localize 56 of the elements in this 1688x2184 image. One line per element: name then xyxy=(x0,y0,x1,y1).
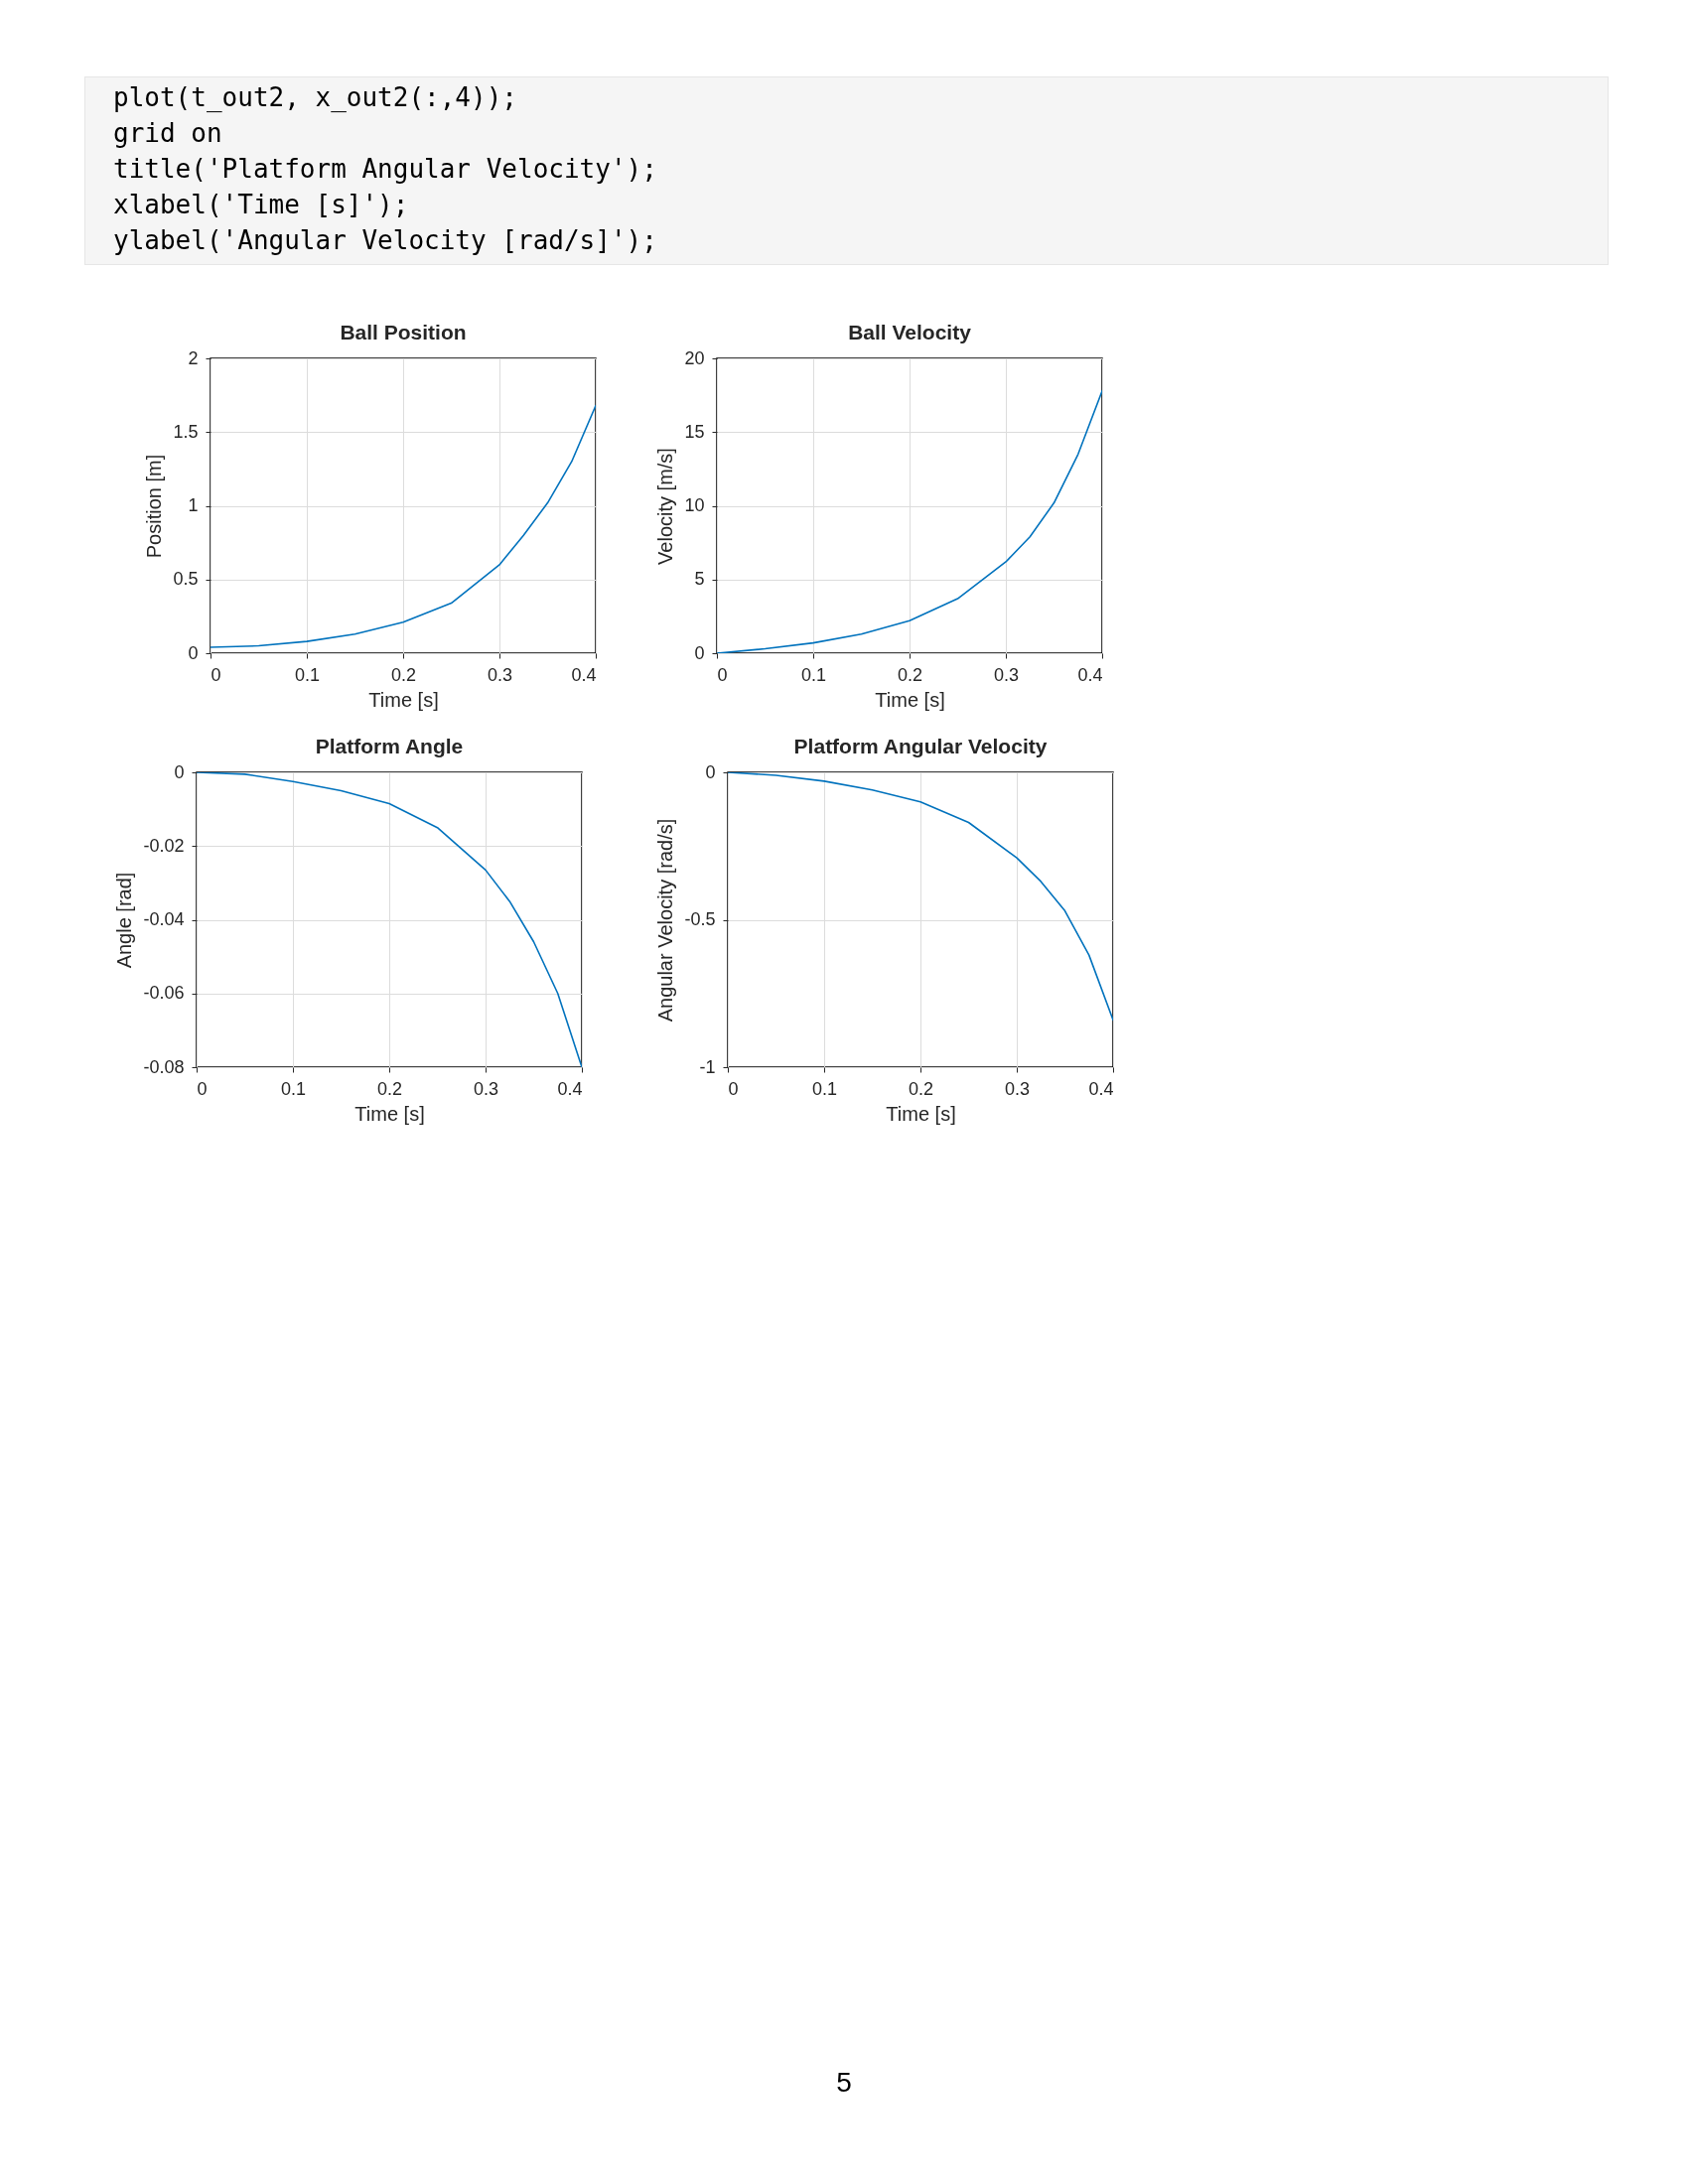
x-tick-label: 0.3 xyxy=(1004,1078,1031,1099)
x-tick-label: 0.2 xyxy=(897,664,923,685)
x-axis-title: Time [s] xyxy=(875,688,945,711)
y-tick-label: -0.06 xyxy=(143,983,185,1004)
y-tick-label: -0.04 xyxy=(143,909,185,929)
x-tick-label: 0.4 xyxy=(571,664,597,685)
chart-title: Platform Angular Velocity xyxy=(793,735,1048,757)
x-tick-label: 0.3 xyxy=(993,664,1020,685)
y-tick-label: 10 xyxy=(684,495,705,515)
y-axis-title: Angular Velocity [rad/s] xyxy=(654,818,677,1023)
text: 5 xyxy=(835,2067,853,2099)
x-tick-label: 0.1 xyxy=(280,1078,307,1099)
y-tick-label: -0.08 xyxy=(143,1056,185,1077)
y-tick-label: 0 xyxy=(174,761,185,782)
x-axis-title: Time [s] xyxy=(368,688,439,711)
y-tick-label: 1.5 xyxy=(173,421,199,442)
x-tick-label: 0.2 xyxy=(376,1078,403,1099)
x-tick-label: 0.2 xyxy=(390,664,417,685)
chart-title: Platform Angle xyxy=(315,735,464,757)
y-tick-label: 5 xyxy=(694,569,705,590)
y-axis-title: Position [m] xyxy=(143,454,166,559)
x-tick-label: 0.1 xyxy=(800,664,827,685)
x-tick-label: 0.3 xyxy=(473,1078,499,1099)
line-series xyxy=(211,404,596,648)
x-tick-label: 0.4 xyxy=(1088,1078,1114,1099)
x-tick-label: 0.3 xyxy=(487,664,513,685)
y-tick-label: -0.5 xyxy=(684,909,716,929)
y-tick-label: 1 xyxy=(188,495,199,515)
text: grid on xyxy=(113,118,222,148)
y-tick-label: 0 xyxy=(188,642,199,663)
y-axis-title: Angle [rad] xyxy=(113,872,136,969)
y-tick-label: 0 xyxy=(705,761,716,782)
text: xlabel('Time [s]'); xyxy=(113,190,409,219)
text: title('Platform Angular Velocity'); xyxy=(113,154,657,184)
text: ylabel('Angular Velocity [rad/s]'); xyxy=(113,225,657,255)
x-tick-label: 0.1 xyxy=(294,664,321,685)
chart-title: Ball Position xyxy=(340,321,467,343)
line-series xyxy=(197,772,582,1067)
y-tick-label: 20 xyxy=(684,347,705,368)
y-axis-title: Velocity [m/s] xyxy=(654,448,677,565)
chart-title: Ball Velocity xyxy=(848,321,972,343)
y-tick-label: 0 xyxy=(694,642,705,663)
y-tick-label: 15 xyxy=(684,421,705,442)
text: plot(t_out2, x_out2(:,4)); xyxy=(113,82,517,112)
y-tick-label: 2 xyxy=(188,347,199,368)
y-tick-label: -0.02 xyxy=(143,835,185,856)
y-tick-label: -1 xyxy=(699,1056,716,1077)
x-tick-label: 0 xyxy=(728,1078,739,1099)
x-tick-label: 0.1 xyxy=(811,1078,838,1099)
x-tick-label: 0.4 xyxy=(557,1078,583,1099)
y-tick-label: 0.5 xyxy=(173,569,199,590)
x-axis-title: Time [s] xyxy=(354,1102,425,1125)
x-axis-title: Time [s] xyxy=(886,1102,956,1125)
x-tick-label: 0.4 xyxy=(1077,664,1103,685)
x-tick-label: 0 xyxy=(211,664,221,685)
x-tick-label: 0.2 xyxy=(908,1078,934,1099)
